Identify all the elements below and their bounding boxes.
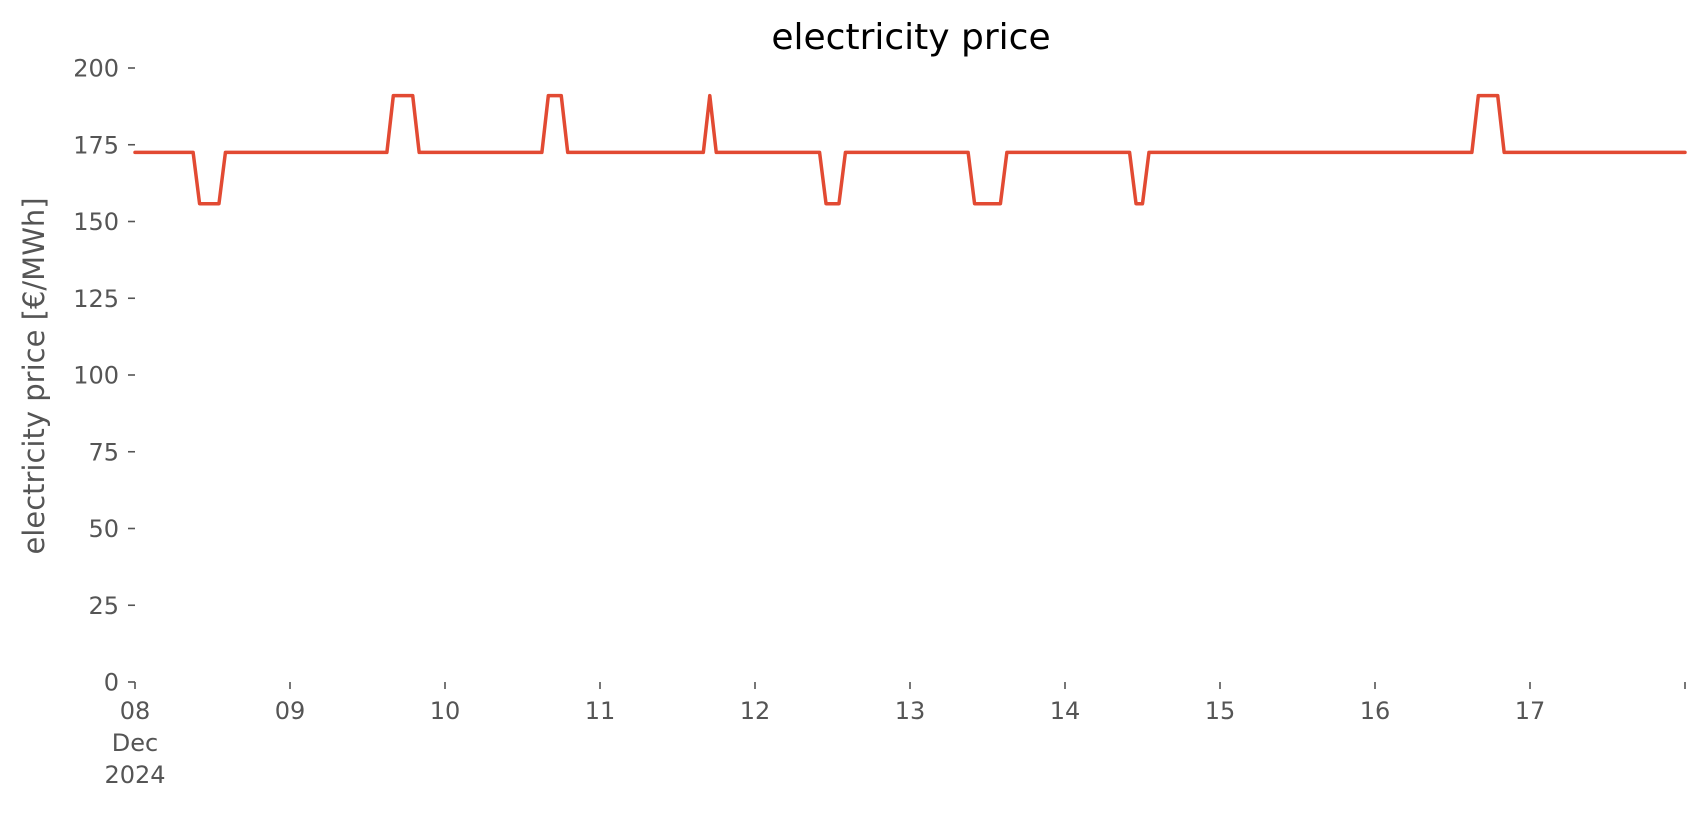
x-tick-label: 09 [275, 697, 306, 725]
x-tick-label: 17 [1515, 697, 1546, 725]
x-tick-label: 16 [1360, 697, 1391, 725]
y-tick-label: 50 [88, 515, 119, 543]
x-axis: 08 Dec 2024 09 10 11 12 13 14 15 16 17 [104, 682, 1686, 789]
y-tick-label: 25 [88, 592, 119, 620]
x-tick-label: 2024 [104, 761, 165, 789]
x-tick-label: 14 [1050, 697, 1081, 725]
x-tick-label: 08 [120, 697, 151, 725]
y-axis-title: electricity price [€/MWh] [17, 197, 51, 554]
x-tick-label: 13 [895, 697, 926, 725]
y-tick-label: 125 [73, 285, 119, 313]
chart-title: electricity price [771, 17, 1050, 58]
series-line [133, 93, 1687, 206]
y-tick-label: 175 [73, 131, 119, 159]
plot-area [133, 93, 1687, 206]
y-tick-label: 200 [73, 55, 119, 83]
y-tick-label: 0 [104, 669, 119, 697]
y-tick-label: 75 [88, 438, 119, 466]
x-tick-label: 11 [585, 697, 616, 725]
y-axis: 0 25 50 75 100 125 150 175 200 [73, 55, 135, 697]
x-tick-label: 15 [1205, 697, 1236, 725]
x-tick-label: Dec [112, 729, 158, 757]
y-tick-label: 150 [73, 208, 119, 236]
x-tick-label: 12 [740, 697, 771, 725]
y-tick-label: 100 [73, 362, 119, 390]
x-tick-label: 10 [430, 697, 461, 725]
